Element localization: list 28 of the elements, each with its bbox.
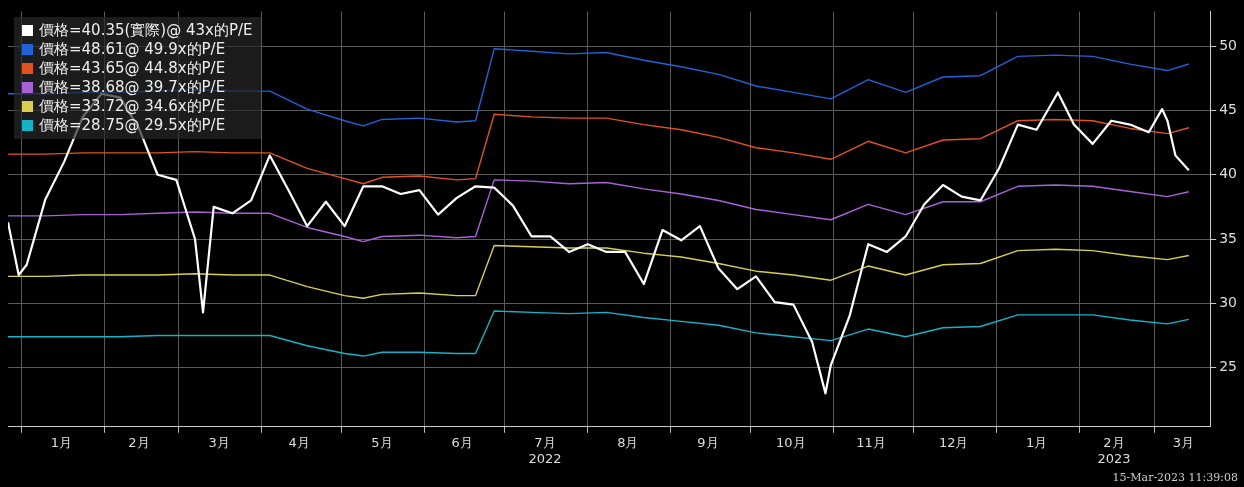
legend-label: 價格=48.61@ 49.9x的P/E (39, 40, 226, 60)
y-tick-label: 50 (1219, 36, 1238, 53)
legend-label: 價格=33.72@ 34.6x的P/E (39, 97, 226, 117)
x-tick-label: 3月 (208, 434, 230, 450)
x-tick-label: 3月 (1172, 434, 1195, 450)
y-tick-label: 35 (1219, 229, 1238, 246)
legend-label: 價格=38.68@ 39.7x的P/E (39, 78, 226, 98)
text: 15-Mar-2023 11:39:08 (1112, 471, 1238, 484)
x-tick-label: 4月 (288, 434, 310, 450)
x-tick-label: 10月 (775, 434, 806, 450)
x-tick-label: 1月 (1025, 434, 1048, 450)
x-tick-label: 5月 (371, 434, 393, 450)
y-tick-label: 25 (1219, 358, 1238, 375)
legend-label: 價格=28.75@ 29.5x的P/E (39, 116, 226, 136)
y-tick-label: 30 (1219, 293, 1238, 310)
x-tick-label: 6月 (451, 434, 473, 450)
x-tick-label: 11月 (856, 434, 886, 450)
x-tick-label: 7月 2022 (528, 434, 562, 466)
x-tick-label: 9月 (697, 434, 719, 450)
x-tick-label: 2月 (128, 434, 150, 450)
legend-label: 價格=43.65@ 44.8x的P/E (39, 59, 226, 79)
y-tick-label: 45 (1219, 101, 1238, 118)
x-tick-label: 1月 (50, 434, 73, 450)
x-tick-label: 12月 (938, 434, 969, 450)
legend-label: 價格=40.35(實際)@ 43x的P/E (39, 21, 253, 41)
x-tick-label: 8月 (617, 434, 639, 450)
x-tick-label: 2月 2023 (1097, 434, 1131, 466)
y-tick-label: 40 (1219, 165, 1238, 182)
